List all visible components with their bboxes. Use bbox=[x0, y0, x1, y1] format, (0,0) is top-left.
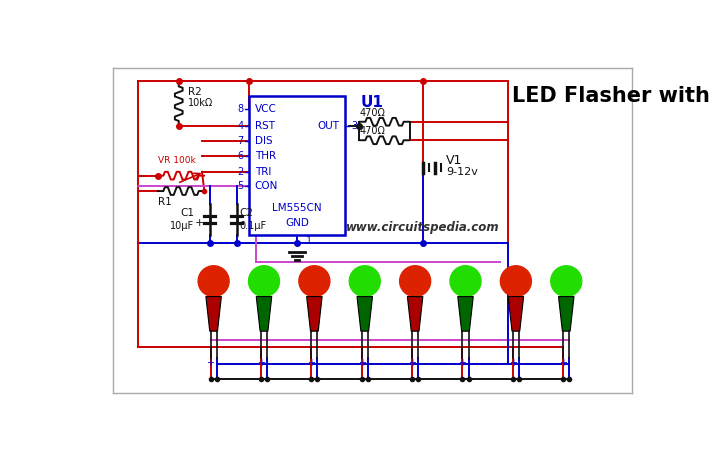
Text: +: + bbox=[458, 358, 466, 368]
Text: +: + bbox=[358, 358, 366, 368]
Polygon shape bbox=[508, 297, 523, 331]
Polygon shape bbox=[407, 297, 423, 331]
Text: 5: 5 bbox=[237, 181, 244, 191]
Text: R1: R1 bbox=[158, 197, 171, 207]
Text: V1: V1 bbox=[446, 154, 462, 167]
Text: 10kΩ: 10kΩ bbox=[188, 98, 213, 108]
Circle shape bbox=[249, 266, 280, 297]
Polygon shape bbox=[357, 297, 373, 331]
Text: 3: 3 bbox=[351, 122, 358, 131]
Text: +: + bbox=[509, 358, 517, 368]
Text: +: + bbox=[408, 358, 416, 368]
Text: LM555CN: LM555CN bbox=[272, 203, 322, 213]
Text: GND: GND bbox=[285, 218, 309, 229]
Text: DIS: DIS bbox=[255, 136, 272, 146]
Bar bbox=[249, 96, 346, 235]
Circle shape bbox=[450, 266, 481, 297]
Text: TRI: TRI bbox=[255, 167, 271, 177]
Text: LED Flasher with 555 Timer: LED Flasher with 555 Timer bbox=[512, 86, 717, 106]
Circle shape bbox=[500, 266, 531, 297]
Text: +: + bbox=[206, 358, 214, 368]
Text: +: + bbox=[195, 218, 204, 229]
Text: 7: 7 bbox=[237, 136, 244, 146]
Text: 6: 6 bbox=[238, 151, 244, 162]
Text: R2: R2 bbox=[188, 87, 201, 97]
Text: +: + bbox=[559, 358, 567, 368]
Polygon shape bbox=[256, 297, 272, 331]
Text: VCC: VCC bbox=[255, 104, 277, 114]
Circle shape bbox=[399, 266, 431, 297]
Text: 470Ω: 470Ω bbox=[359, 126, 385, 136]
Text: +: + bbox=[308, 358, 315, 368]
Text: C1: C1 bbox=[180, 208, 194, 218]
Circle shape bbox=[349, 266, 380, 297]
Text: +: + bbox=[257, 358, 265, 368]
Text: www.circuitspedia.com: www.circuitspedia.com bbox=[346, 221, 500, 234]
Text: 0.1μF: 0.1μF bbox=[239, 220, 266, 231]
Polygon shape bbox=[457, 297, 473, 331]
Text: 470Ω: 470Ω bbox=[359, 108, 385, 117]
Text: 1: 1 bbox=[305, 236, 312, 246]
Polygon shape bbox=[206, 297, 222, 331]
Text: C2: C2 bbox=[239, 208, 253, 218]
Circle shape bbox=[299, 266, 330, 297]
Text: 4: 4 bbox=[238, 122, 244, 131]
Text: RST: RST bbox=[255, 122, 275, 131]
Text: CON: CON bbox=[255, 181, 278, 191]
Text: 9-12v: 9-12v bbox=[446, 167, 478, 177]
Text: U1: U1 bbox=[361, 95, 384, 110]
Text: 10μF: 10μF bbox=[170, 220, 194, 231]
Polygon shape bbox=[307, 297, 322, 331]
Text: OUT: OUT bbox=[317, 122, 339, 131]
Text: 8: 8 bbox=[238, 104, 244, 114]
Text: THR: THR bbox=[255, 151, 276, 162]
Circle shape bbox=[551, 266, 581, 297]
Polygon shape bbox=[559, 297, 574, 331]
Text: 2: 2 bbox=[237, 167, 244, 177]
Circle shape bbox=[198, 266, 229, 297]
Text: VR 100k: VR 100k bbox=[158, 156, 196, 165]
